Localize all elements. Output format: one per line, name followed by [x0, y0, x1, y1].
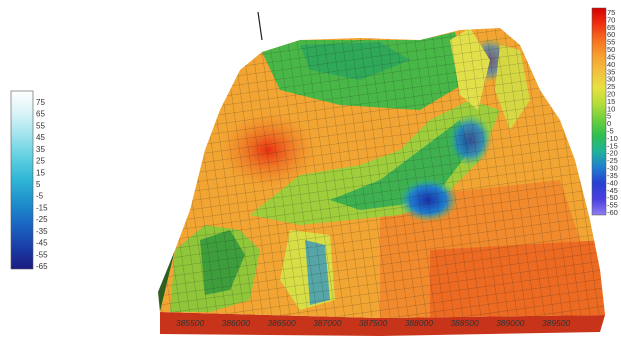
- left-colorbar-tick-label: 5: [36, 180, 41, 189]
- right-colorbar-tick-label: -35: [607, 171, 618, 180]
- surface-grid-mesh: [160, 28, 605, 318]
- right-colorbar-tick-label: 75: [607, 8, 615, 17]
- left-colorbar-tick-label: -65: [36, 262, 48, 271]
- x-tick-label: 389000: [496, 318, 525, 328]
- right-colorbar-tick-label: -5: [607, 127, 614, 136]
- left-colorbar-tick-label: 15: [36, 168, 45, 177]
- right-colorbar-tick-label: 60: [607, 30, 615, 39]
- right-colorbar-tick-label: -30: [607, 164, 618, 173]
- x-tick-label: 388500: [450, 318, 479, 328]
- left-colorbar-tick-label: -55: [36, 250, 48, 259]
- right-colorbar-tick-label: 5: [607, 112, 611, 121]
- x-tick-label: 386500: [267, 318, 296, 328]
- right-colorbar-tick-label: -40: [607, 178, 618, 187]
- left-colorbar-tick-label: -25: [36, 215, 48, 224]
- right-colorbar-tick-label: -60: [607, 208, 618, 217]
- left-colorbar-tick-label: 35: [36, 145, 45, 154]
- right-colorbar-tick-label: 55: [607, 38, 615, 47]
- left-colorbar-tick-label: 25: [36, 157, 45, 166]
- north-arrow-icon: [257, 11, 263, 41]
- x-tick-label: 388000: [405, 318, 434, 328]
- x-tick-label: 387000: [313, 318, 342, 328]
- right-colorbar: 757065605550454035302520151050-5-10-15-2…: [591, 7, 618, 217]
- left-colorbar-tick-label: 75: [36, 98, 45, 107]
- right-colorbar-tick-label: 30: [607, 75, 615, 84]
- right-colorbar-tick-label: -20: [607, 149, 618, 158]
- left-colorbar-ticks: 75 65 55 45 35 25 15 5 -5 -15 -25 -35 -45 -55 -65: [36, 98, 48, 271]
- left-colorbar-tick-label: -5: [36, 192, 44, 201]
- right-colorbar-scale: [591, 7, 607, 216]
- right-colorbar-tick-label: 40: [607, 60, 615, 69]
- x-tick-label: 386000: [222, 318, 251, 328]
- left-colorbar-tick-label: -35: [36, 227, 48, 236]
- terrain-mesh-surface: [160, 28, 605, 318]
- left-colorbar-tick-label: 45: [36, 133, 45, 142]
- right-colorbar-tick-label: -45: [607, 186, 618, 195]
- left-colorbar-scale: [10, 90, 34, 270]
- right-colorbar-tick-label: 25: [607, 82, 615, 91]
- right-colorbar-tick-label: 70: [607, 15, 615, 24]
- right-colorbar-tick-label: 15: [607, 97, 615, 106]
- right-colorbar-tick-label: -50: [607, 193, 618, 202]
- left-colorbar: 75 65 55 45 35 25 15 5 -5 -15 -25 -35 -45 -55 -65: [10, 90, 48, 271]
- left-colorbar-tick-label: 65: [36, 110, 45, 119]
- right-colorbar-tick-label: 0: [607, 119, 611, 128]
- right-colorbar-tick-label: 45: [607, 52, 615, 61]
- left-colorbar-tick-label: 55: [36, 121, 45, 130]
- right-colorbar-tick-label: -10: [607, 134, 618, 143]
- right-colorbar-tick-label: 50: [607, 45, 615, 54]
- front-cliff-shadow: [158, 250, 175, 312]
- right-colorbar-tick-label: 10: [607, 104, 615, 113]
- left-colorbar-tick-label: -45: [36, 239, 48, 248]
- right-colorbar-ticks: 757065605550454035302520151050-5-10-15-2…: [607, 8, 618, 217]
- x-tick-label: 385500: [176, 318, 205, 328]
- right-colorbar-tick-label: 20: [607, 89, 615, 98]
- left-colorbar-tick-label: -15: [36, 203, 48, 212]
- x-axis-ticks: 385500 386000 386500 387000 387500 388000 3885…: [176, 318, 571, 328]
- x-tick-label: 387500: [359, 318, 388, 328]
- right-colorbar-tick-label: 65: [607, 23, 615, 32]
- right-colorbar-tick-label: 35: [607, 67, 615, 76]
- right-colorbar-tick-label: -55: [607, 201, 618, 210]
- base-slab: [160, 312, 605, 336]
- x-tick-label: 389500: [542, 318, 571, 328]
- right-colorbar-tick-label: -25: [607, 156, 618, 165]
- right-colorbar-tick-label: -15: [607, 141, 618, 150]
